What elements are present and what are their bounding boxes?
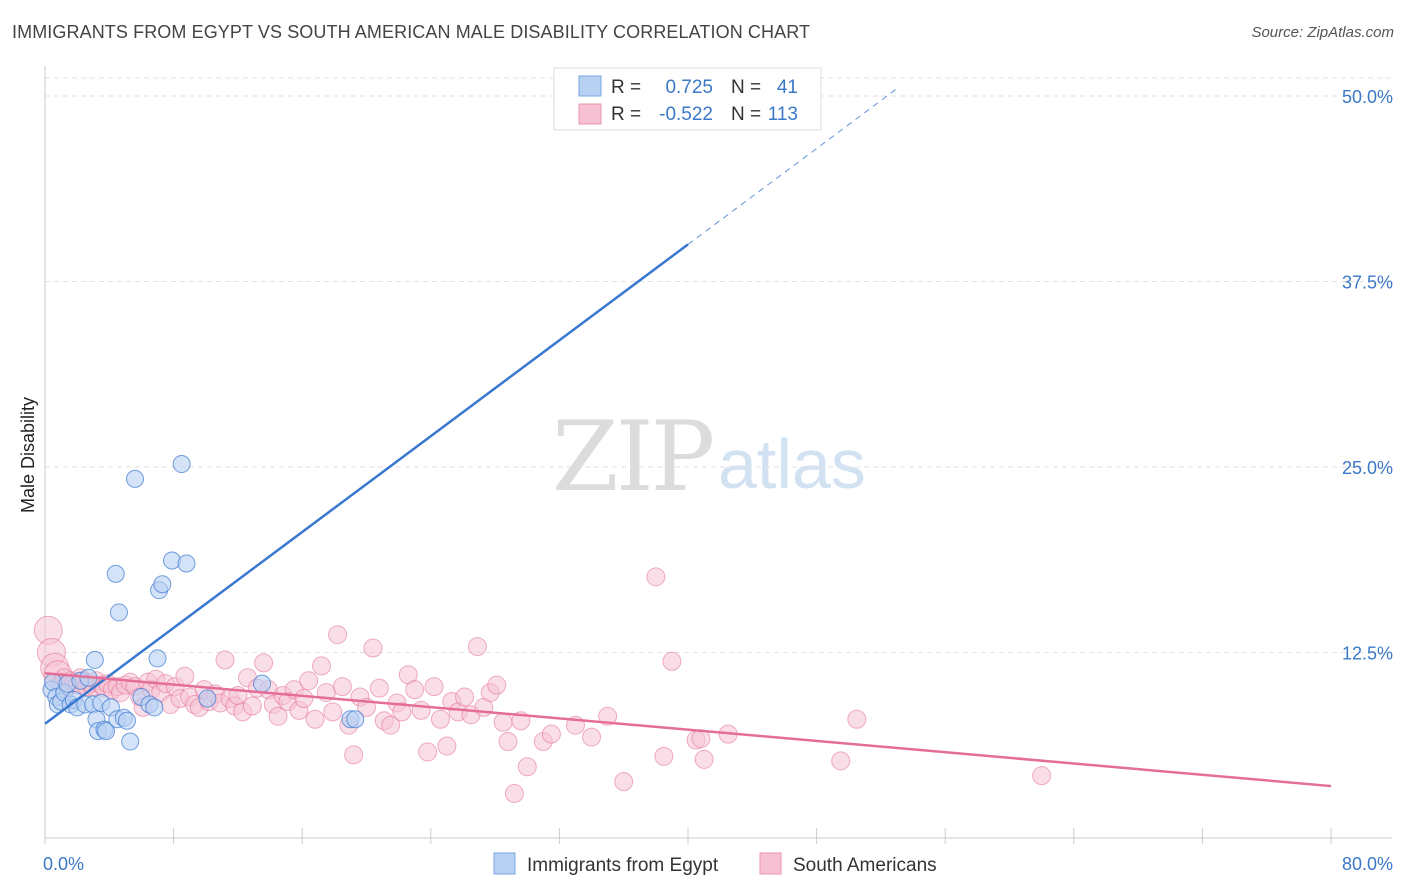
x-tick-labels: 0.0% 80.0% — [43, 854, 1393, 874]
south-americans-point — [646, 567, 666, 587]
watermark-atlas: atlas — [718, 425, 866, 503]
series-egypt-points — [42, 455, 365, 751]
south-americans-point — [323, 702, 343, 722]
x-tick-label-min: 0.0% — [43, 854, 84, 874]
egypt-point — [97, 722, 116, 741]
south-americans-point — [493, 712, 513, 732]
y-tick-labels: 12.5% 25.0% 37.5% 50.0% — [1342, 87, 1393, 664]
south-americans-point — [363, 638, 383, 658]
south-americans-point — [305, 709, 325, 729]
watermark-zip: ZIP — [552, 401, 713, 513]
egypt-point — [162, 551, 181, 570]
south-americans-point — [328, 625, 348, 645]
stats-n-label-1: N = — [731, 77, 761, 98]
south-americans-point — [831, 751, 851, 771]
y-tick-label-2: 37.5% — [1342, 273, 1393, 293]
grid-lines — [45, 77, 1392, 653]
egypt-point — [85, 650, 104, 669]
south-americans-point — [418, 742, 438, 762]
south-americans-point — [487, 675, 507, 695]
stats-legend-swatch-blue — [578, 75, 602, 97]
legend-swatch-egypt — [493, 852, 516, 875]
south-americans-point — [332, 677, 352, 697]
stats-r-label-1: R = — [611, 77, 641, 98]
egypt-point — [172, 455, 191, 474]
egypt-point — [117, 711, 136, 730]
egypt-point — [121, 732, 140, 751]
south-americans-point — [455, 687, 475, 707]
chart-title: IMMIGRANTS FROM EGYPT VS SOUTH AMERICAN … — [12, 22, 811, 42]
y-axis-title: Male Disability — [18, 397, 38, 513]
south-americans-point — [175, 666, 195, 686]
south-americans-point — [369, 678, 389, 698]
trend-lines — [44, 88, 1332, 788]
south-americans-point — [299, 671, 319, 691]
south-americans-point — [437, 736, 457, 756]
bottom-legend: Immigrants from Egypt South Americans — [493, 852, 937, 876]
south-americans-point — [541, 724, 561, 744]
egypt-point — [148, 649, 167, 668]
south-americans-point — [242, 696, 262, 716]
egypt-point — [177, 554, 196, 573]
stats-legend: R = 0.725 N = 41 R = -0.522 N = 113 — [553, 67, 822, 131]
egypt-point — [253, 674, 272, 693]
egypt-point — [109, 603, 128, 622]
legend-label-south-americans: South Americans — [793, 855, 937, 876]
south-americans-trend-line — [44, 672, 1332, 788]
egypt-point — [346, 710, 365, 729]
south-americans-point — [411, 700, 431, 720]
stats-legend-swatch-pink — [578, 103, 602, 125]
egypt-point — [198, 689, 217, 708]
south-americans-point — [1032, 766, 1052, 786]
watermark: ZIP atlas — [552, 401, 866, 513]
y-tick-label-0: 12.5% — [1342, 644, 1393, 664]
south-americans-point — [405, 680, 425, 700]
stats-n-value-1: 41 — [777, 77, 798, 98]
legend-swatch-south-americans — [759, 852, 782, 875]
stats-n-value-2: 113 — [768, 104, 798, 125]
source-credit: Source: ZipAtlas.com — [1251, 24, 1394, 41]
legend-label-egypt: Immigrants from Egypt — [527, 855, 719, 876]
egypt-point — [106, 564, 125, 583]
stats-n-label-2: N = — [731, 104, 761, 125]
south-americans-point — [467, 637, 487, 657]
axes — [44, 66, 1392, 844]
south-americans-point — [598, 706, 618, 726]
stats-r-value-2: -0.522 — [659, 104, 713, 125]
x-tick-label-max: 80.0% — [1342, 854, 1393, 874]
south-americans-point — [215, 650, 235, 670]
south-americans-point — [654, 746, 674, 766]
egypt-point — [126, 469, 145, 488]
egypt-point — [153, 575, 172, 594]
south-americans-point — [392, 702, 412, 722]
south-americans-point — [381, 715, 401, 735]
stats-r-label-2: R = — [611, 104, 641, 125]
egypt-point — [145, 698, 164, 717]
y-tick-label-3: 50.0% — [1342, 87, 1393, 107]
stats-r-value-1: 0.725 — [665, 77, 713, 98]
south-americans-point — [504, 783, 524, 803]
south-americans-point — [294, 689, 314, 709]
south-americans-point — [517, 757, 537, 777]
south-americans-point — [614, 772, 634, 792]
south-americans-point — [344, 745, 364, 765]
south-americans-point — [311, 656, 331, 676]
south-americans-point — [582, 727, 602, 747]
y-tick-label-1: 25.0% — [1342, 458, 1393, 478]
south-americans-point — [430, 709, 450, 729]
south-americans-point — [662, 651, 682, 671]
south-americans-point — [847, 709, 867, 729]
egypt-trend-line — [44, 243, 689, 725]
south-americans-point — [268, 706, 288, 726]
south-americans-point — [424, 677, 444, 697]
south-americans-point — [498, 732, 518, 752]
south-americans-point — [694, 749, 714, 769]
south-americans-point — [254, 653, 274, 673]
